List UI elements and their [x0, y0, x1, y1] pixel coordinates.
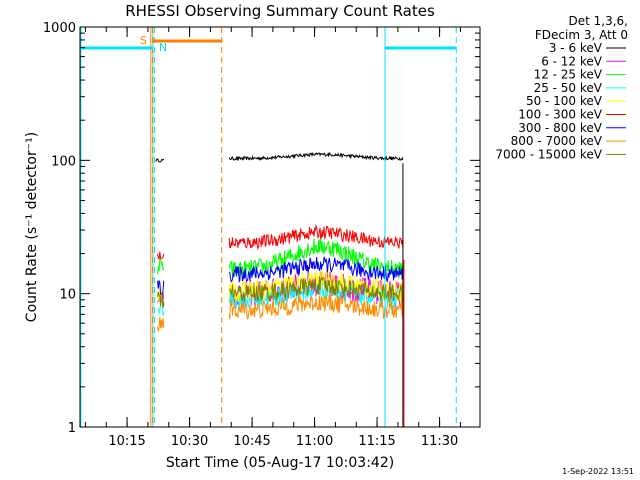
x-tick-label: 11:00	[296, 434, 333, 449]
axes-layer: 1 10 100 1000 10:15 10:30 10:45 11:00 11:15 11:30	[43, 21, 481, 449]
legend-label: 12 - 25 keV	[534, 68, 603, 82]
x-tick-label: 11:30	[421, 434, 458, 449]
series-100-300-kev-segment-2	[228, 223, 404, 251]
y-axis-label: Count Rate (s⁻¹ detector⁻¹)	[24, 132, 40, 322]
series-800-7000-kev-segment-1	[157, 316, 165, 332]
series-7000-15000-kev-segment-2	[228, 276, 404, 303]
plot-frame	[79, 26, 481, 428]
x-axis-label: Start Time (05-Aug-17 10:03:42)	[166, 455, 394, 471]
x-tick-label: 10:30	[171, 434, 208, 449]
legend-label: 7000 - 15000 keV	[495, 147, 602, 161]
chart-title: RHESSI Observing Summary Count Rates	[125, 2, 435, 20]
series-12-25-kev-segment-2	[228, 237, 404, 279]
data-layer: SN	[80, 27, 457, 427]
legend-label: 800 - 7000 keV	[511, 134, 603, 148]
series-12-25-kev-segment-1	[157, 257, 165, 275]
series-3-6-kev-segment-1	[155, 158, 165, 163]
y-tick-label: 1000	[43, 21, 76, 36]
footer-date: 1-Sep-2022 13:51	[562, 467, 634, 476]
series-300-800-kev-segment-2	[228, 256, 404, 283]
series-3-6-kev-segment-2	[228, 151, 404, 162]
series-100-300-kev-segment-1	[157, 251, 165, 260]
y-tick-label: 1	[68, 421, 76, 436]
series-800-7000-kev-segment-2	[228, 293, 404, 320]
legend-label: 50 - 100 keV	[526, 94, 603, 108]
x-tick-label: 10:45	[233, 434, 270, 449]
series-50-100-kev-segment-2	[228, 269, 404, 302]
x-tick-label: 11:15	[358, 434, 395, 449]
legend-label: 300 - 800 keV	[518, 121, 602, 135]
y-tick-label: 100	[51, 154, 76, 169]
flag-label-saa: S	[140, 34, 147, 47]
legend-header-line-1: Det 1,3,6,	[569, 14, 629, 28]
legend-label: 3 - 6 keV	[549, 41, 603, 55]
series-300-800-kev-segment-1	[157, 279, 165, 296]
series-7000-15000-kev-segment-1	[157, 291, 165, 309]
y-tick-label: 10	[59, 288, 76, 303]
legend-header-line-2: FDecim 3, Att 0	[535, 28, 628, 42]
x-tick-label: 10:15	[108, 434, 145, 449]
flag-label-night: N	[159, 41, 167, 54]
legend-label: 6 - 12 keV	[541, 54, 603, 68]
legend-label: 25 - 50 keV	[534, 81, 603, 95]
legend-label: 100 - 300 keV	[518, 108, 602, 122]
